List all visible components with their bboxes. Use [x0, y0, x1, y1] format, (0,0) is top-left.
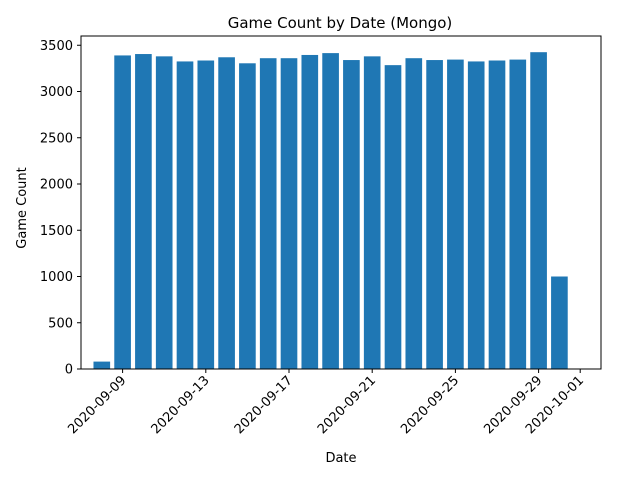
x-axis-title: Date — [325, 451, 356, 466]
y-tick-label: 500 — [48, 316, 73, 331]
y-tick-label: 3500 — [40, 39, 73, 54]
x-tick-label: 2020-09-13 — [149, 373, 213, 437]
plot-frame — [80, 35, 602, 370]
bar-2020-09-25 — [447, 59, 464, 370]
bar-2020-09-27 — [488, 60, 506, 369]
bar-2020-09-30 — [551, 276, 568, 369]
bar-2020-09-08 — [93, 361, 111, 369]
x-axis: 2020-09-09 2020-09-13 2020-09-17 2020-09-21… — [65, 369, 587, 437]
x-tick-label: 2020-09-17 — [232, 373, 296, 437]
bar-2020-09-22 — [384, 65, 402, 369]
bars-group — [93, 52, 568, 370]
bar-2020-09-12 — [176, 61, 194, 369]
bar-2020-09-10 — [135, 54, 152, 369]
bar-2020-09-24 — [426, 60, 443, 370]
bar-2020-09-15 — [239, 63, 256, 369]
bar-2020-09-21 — [363, 56, 381, 369]
y-tick-label: 3000 — [40, 85, 73, 100]
bar-2020-09-20 — [343, 60, 360, 370]
y-tick-label: 2500 — [40, 131, 73, 146]
bar-2020-09-23 — [405, 58, 423, 369]
bar-2020-09-09 — [114, 55, 131, 370]
bar-2020-09-13 — [197, 60, 215, 369]
y-tick-label: 0 — [65, 363, 73, 378]
bar-2020-09-19 — [322, 53, 339, 370]
y-tick-label: 1000 — [40, 270, 73, 285]
bar-2020-09-14 — [218, 57, 235, 370]
bar-2020-09-26 — [467, 61, 485, 369]
chart-title: Game Count by Date (Mongo) — [228, 14, 453, 32]
x-tick-label: 2020-09-25 — [398, 373, 462, 437]
y-axis: 0 500 1000 1500 2000 2500 3000 3500 — [40, 39, 81, 378]
y-tick-label: 2000 — [40, 178, 73, 193]
x-tick-label: 2020-09-09 — [65, 373, 129, 437]
y-axis-title: Game Count — [15, 167, 30, 248]
bar-2020-09-18 — [301, 54, 319, 370]
y-tick-label: 1500 — [40, 224, 73, 239]
bar-2020-09-29 — [530, 52, 547, 369]
bar-2020-09-11 — [155, 56, 173, 369]
bar-2020-09-16 — [259, 58, 277, 369]
bar-2020-09-28 — [509, 59, 527, 370]
bar-2020-09-17 — [280, 58, 298, 369]
x-tick-label: 2020-09-21 — [315, 373, 379, 437]
